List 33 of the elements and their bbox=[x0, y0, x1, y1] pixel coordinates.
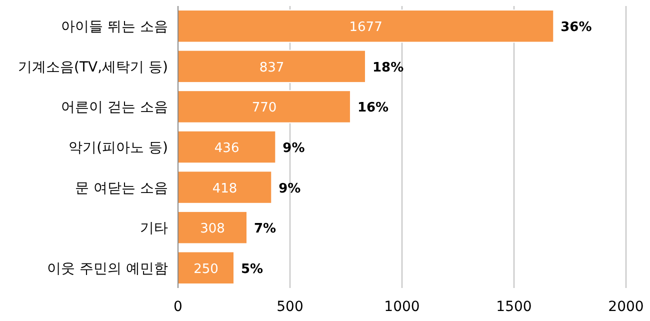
bar bbox=[178, 90, 351, 124]
x-tick-label: 2000 bbox=[608, 299, 644, 315]
x-tick-label: 1500 bbox=[496, 299, 532, 315]
data-label: 308 bbox=[200, 222, 225, 237]
y-tick-label: 악기(피아노 등) bbox=[68, 140, 168, 156]
annotation: 9% bbox=[278, 181, 301, 196]
y-tick-label: 문 여닫는 소음 bbox=[75, 180, 168, 196]
data-label: 436 bbox=[214, 141, 240, 156]
annotation: 18% bbox=[372, 60, 404, 76]
annotation: 5% bbox=[241, 262, 264, 277]
y-tick-label: 기계소음(TV,세탁기 등) bbox=[18, 59, 168, 76]
y-tick-label: 아이들 뛰는 소음 bbox=[61, 19, 168, 36]
annotation: 9% bbox=[282, 141, 305, 156]
bar bbox=[178, 130, 276, 164]
bar bbox=[178, 210, 248, 244]
annotation: 36% bbox=[560, 20, 592, 36]
y-tick-label: 어른이 걷는 소음 bbox=[61, 100, 168, 116]
data-label: 837 bbox=[259, 60, 284, 76]
y-tick-label: 이웃 주민의 예민함 bbox=[47, 260, 168, 277]
annotation: 7% bbox=[254, 222, 276, 237]
bar bbox=[178, 50, 366, 84]
x-tick-label: 500 bbox=[276, 299, 304, 315]
data-label: 770 bbox=[252, 100, 277, 116]
data-label: 418 bbox=[212, 181, 238, 196]
bar bbox=[178, 10, 554, 43]
annotation: 16% bbox=[357, 100, 389, 116]
bar bbox=[178, 170, 272, 204]
x-tick-label: 0 bbox=[174, 299, 182, 315]
data-label: 250 bbox=[194, 262, 218, 277]
y-tick-label: 기타 bbox=[140, 220, 168, 237]
data-label: 1677 bbox=[349, 20, 382, 36]
bar bbox=[178, 251, 234, 284]
x-tick-label: 1000 bbox=[384, 299, 420, 315]
